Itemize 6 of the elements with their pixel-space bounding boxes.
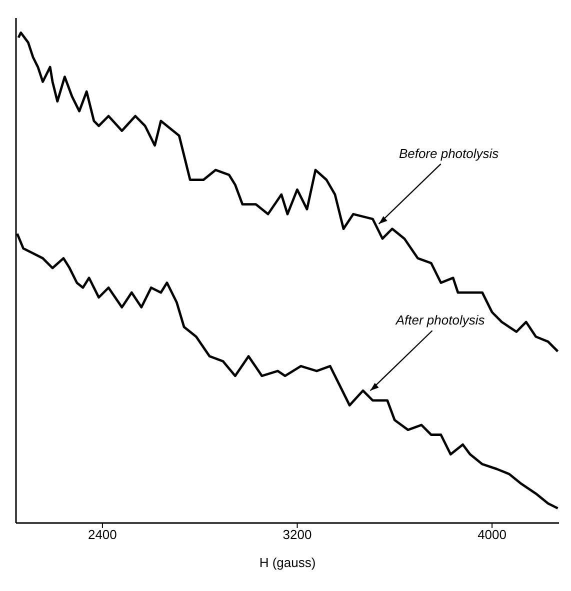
x-axis-title: H (gauss) (259, 555, 316, 570)
annotation: Before photolysis (398, 146, 500, 161)
x-tick-label: 3200 (282, 527, 312, 542)
x-tick-label: 4000 (478, 527, 506, 542)
annotation: After photolysis (394, 312, 486, 328)
x-tick-label: 2400 (88, 527, 117, 542)
